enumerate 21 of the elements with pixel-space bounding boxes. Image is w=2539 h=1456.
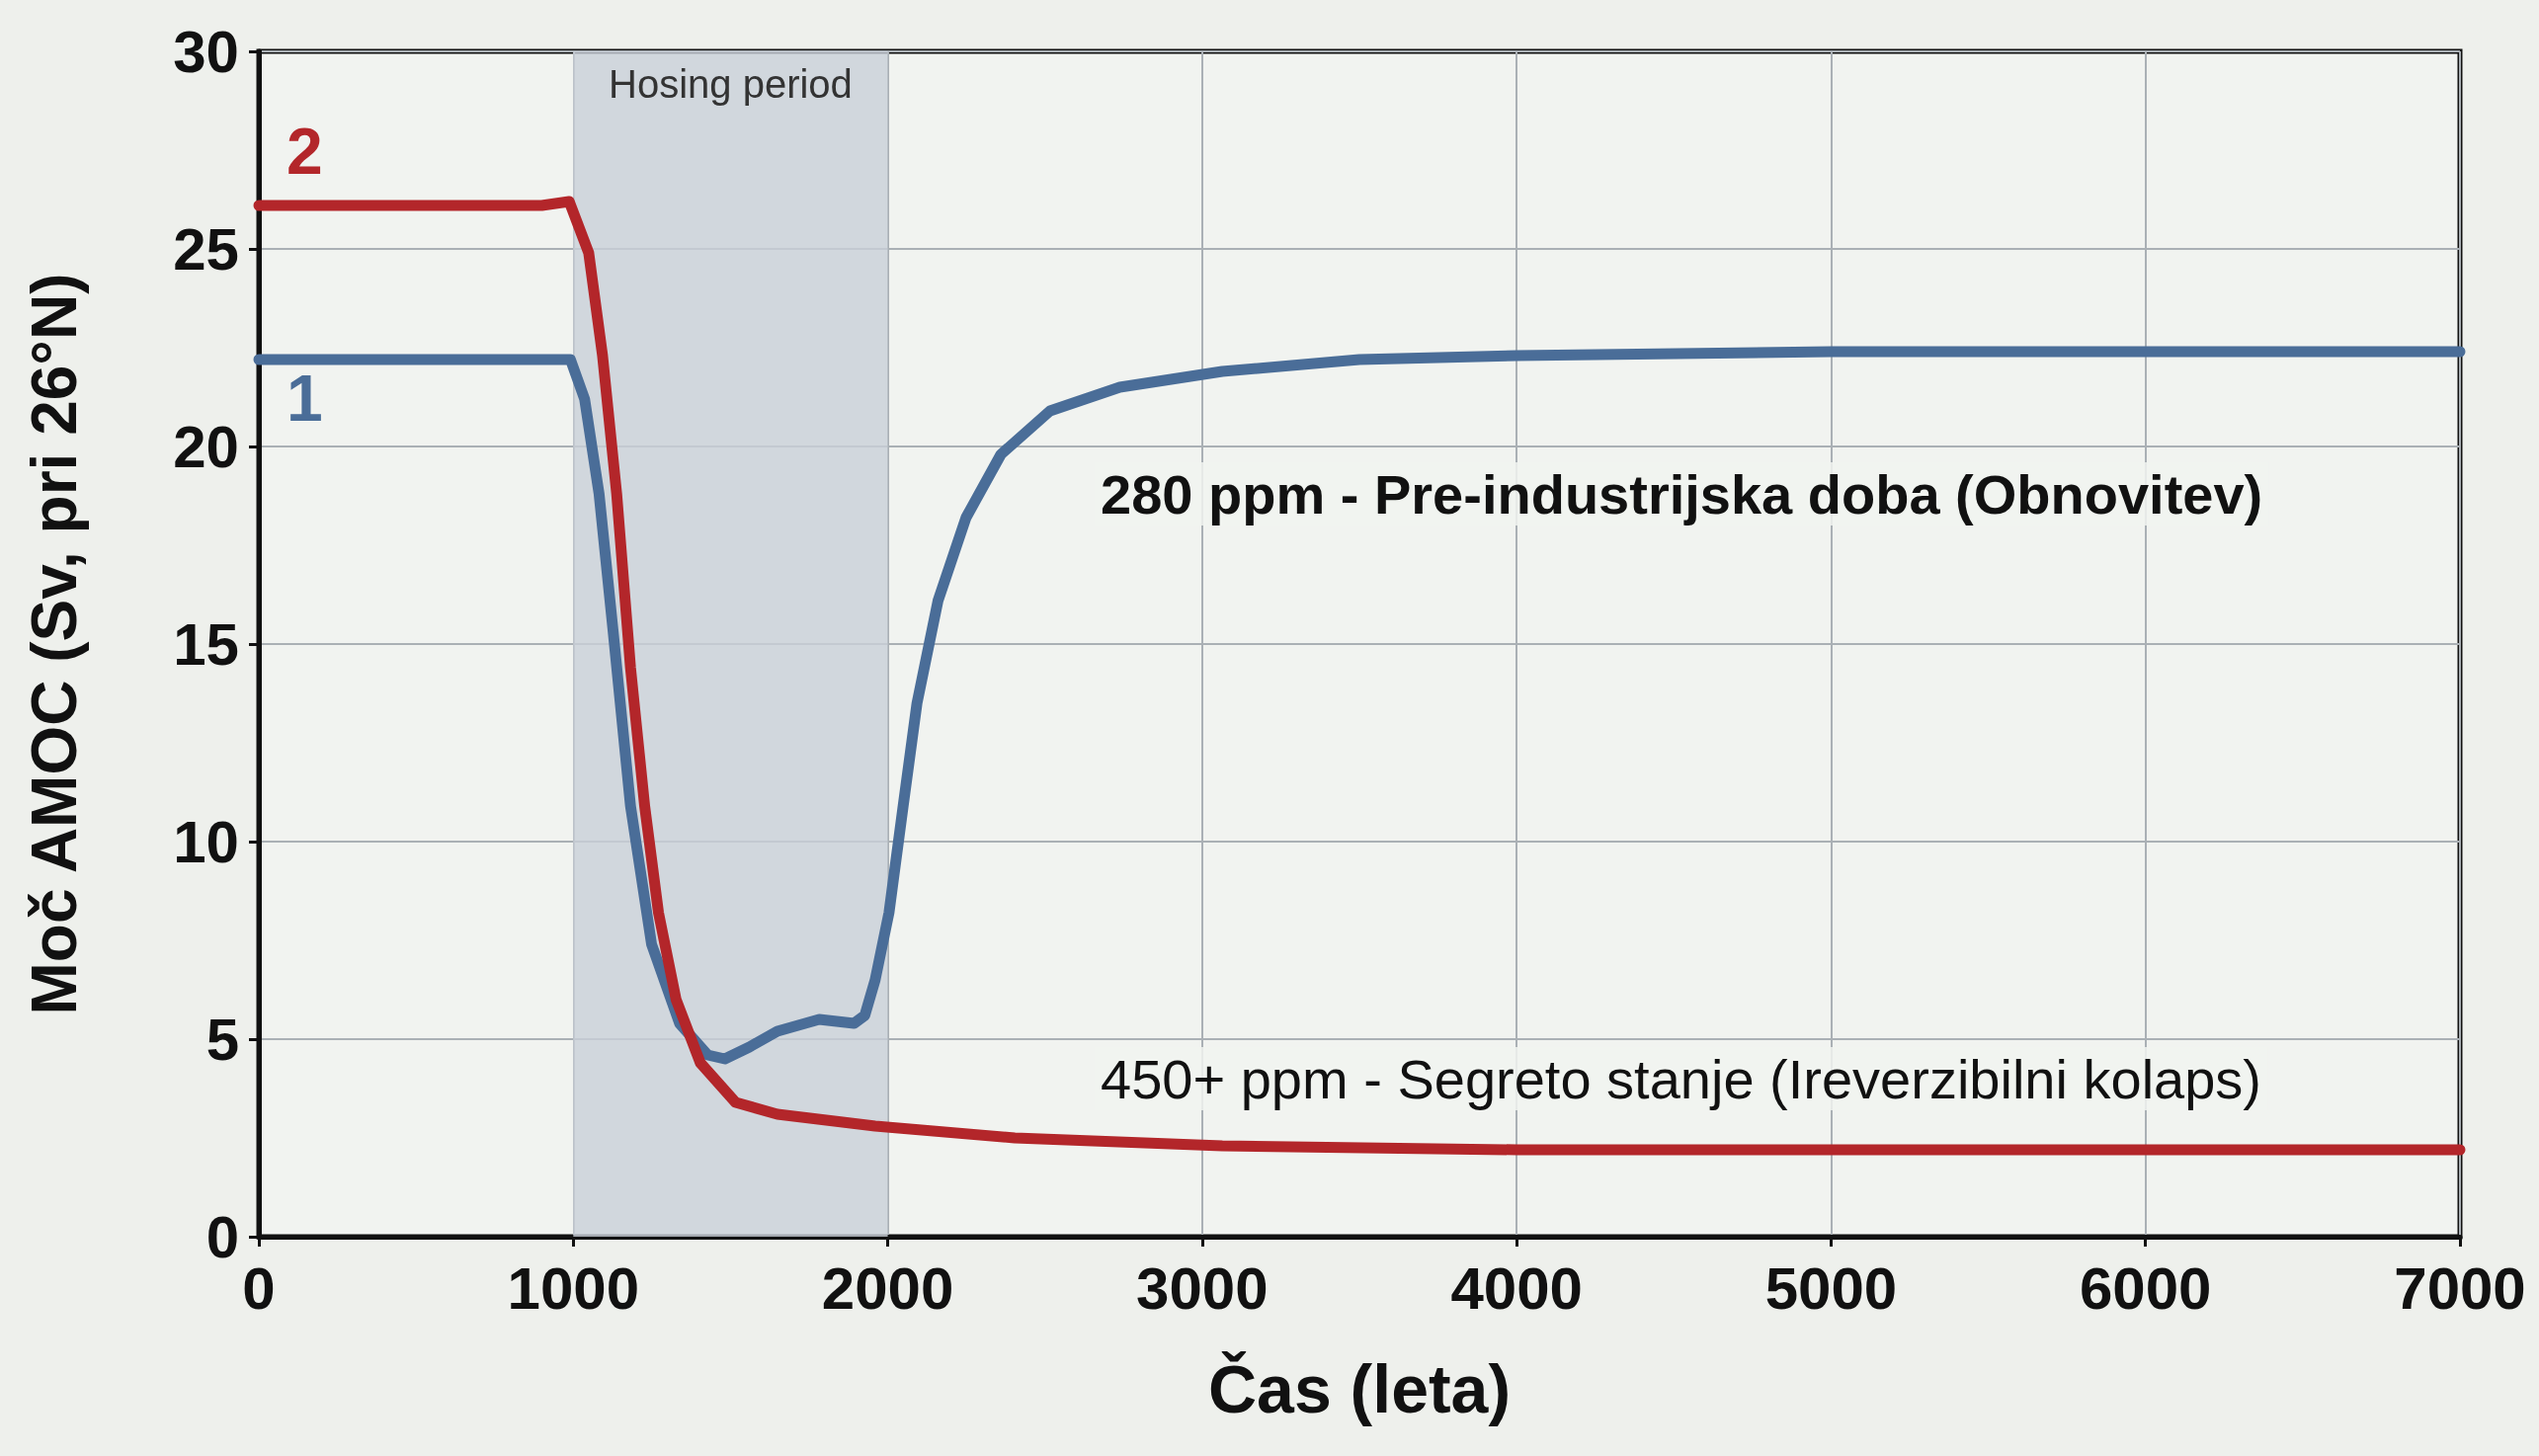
y-tick-label: 15: [173, 610, 239, 678]
y-axis-title: Moč AMOC (Sv, pri 26°N): [19, 273, 90, 1015]
y-tick-label: 30: [173, 18, 239, 85]
series-label: 1: [287, 362, 323, 435]
x-axis-title: Čas (leta): [1207, 1351, 1512, 1426]
x-tick-label: 7000: [2394, 1254, 2526, 1322]
x-tick-label: 6000: [2079, 1254, 2212, 1322]
annotation: 450+ ppm - Segreto stanje (Ireverzibilni kolaps): [1101, 1047, 2262, 1110]
y-tick-label: 25: [173, 215, 239, 283]
y-tick-label: 0: [205, 1203, 239, 1270]
x-tick-label: 2000: [821, 1254, 954, 1322]
annotation: 280 ppm - Pre-industrijska doba (Obnovitev): [1101, 462, 2263, 526]
x-tick-label: 3000: [1136, 1254, 1269, 1322]
y-tick-label: 20: [173, 413, 239, 480]
y-tick-label: 10: [173, 808, 239, 875]
x-tick-label: 1000: [507, 1254, 640, 1322]
band-label: Hosing period: [609, 62, 853, 106]
x-tick-label: 4000: [1450, 1254, 1583, 1322]
series-label: 2: [287, 115, 323, 188]
x-tick-label: 5000: [1764, 1254, 1898, 1322]
y-tick-label: 5: [205, 1006, 239, 1073]
